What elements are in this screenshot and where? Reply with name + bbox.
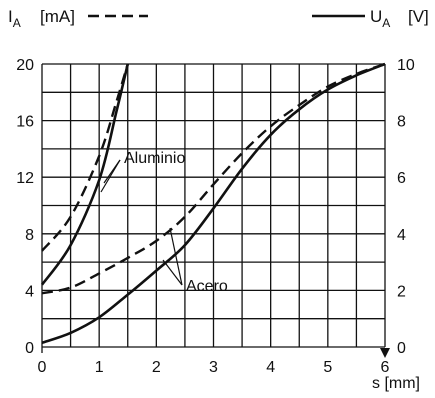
left-axis-title: IA (8, 7, 21, 30)
x-axis-arrow (380, 348, 390, 358)
right-tick-label: 10 (397, 57, 415, 74)
left-tick-label: 8 (25, 227, 34, 244)
left-axis-ticks: 0 4 8 12 16 20 (16, 57, 34, 357)
x-tick-label: 5 (323, 359, 332, 376)
annotation-label-aluminio: Aluminio (124, 150, 185, 167)
x-tick-label: 4 (266, 359, 275, 376)
right-tick-label: 6 (397, 170, 406, 187)
annotation-aluminio: Aluminio (101, 150, 185, 192)
left-tick-label: 20 (16, 57, 34, 74)
x-axis-label: s [mm] (372, 375, 420, 392)
right-tick-label: 4 (397, 227, 406, 244)
left-tick-label: 4 (25, 283, 34, 300)
series-aluminio-solid (42, 64, 128, 285)
left-axis-subscript: A (13, 16, 21, 30)
right-tick-label: 8 (397, 114, 406, 131)
x-tick-label: 3 (209, 359, 218, 376)
right-axis-title: UA (370, 7, 390, 30)
x-axis-ticks: 0 1 2 3 4 5 6 (38, 359, 390, 376)
right-tick-label: 2 (397, 283, 406, 300)
left-tick-label: 0 (25, 340, 34, 357)
left-tick-label: 12 (16, 170, 34, 187)
annotation-label-acero: Acero (186, 278, 228, 295)
x-tick-label: 2 (152, 359, 161, 376)
right-axis-subscript: A (382, 16, 390, 30)
right-axis-unit: [V] (408, 7, 429, 26)
x-tick-label: 6 (381, 359, 390, 376)
x-tick-label: 1 (95, 359, 104, 376)
right-tick-label: 0 (397, 340, 406, 357)
right-axis-ticks: 0 2 4 6 8 10 (397, 57, 415, 357)
left-tick-label: 16 (16, 114, 34, 131)
x-tick-label: 0 (38, 359, 47, 376)
left-axis-unit: [mA] (40, 7, 75, 26)
right-axis-symbol: U (370, 7, 382, 26)
